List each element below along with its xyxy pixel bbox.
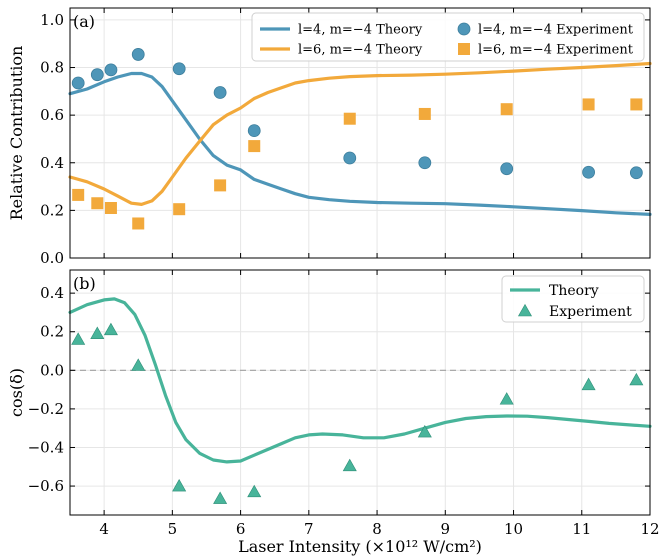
- experiment-point: [247, 124, 261, 138]
- experiment-point: [581, 377, 596, 391]
- panel-a-y-axis-title: Relative Contribution: [7, 46, 26, 221]
- experiment-point: [104, 63, 118, 77]
- x-tick-label: 5: [168, 520, 178, 538]
- experiment-point: [71, 332, 86, 345]
- experiment-point: [500, 162, 514, 176]
- x-tick-label: 6: [236, 520, 246, 538]
- legend-box: [501, 275, 645, 323]
- experiment-point: [172, 478, 187, 492]
- y-tick-label: 0.2: [40, 201, 64, 219]
- experiment-point: [213, 86, 227, 99]
- y-tick-label: 0.6: [40, 106, 64, 124]
- experiment-point: [418, 107, 431, 120]
- experiment-point: [90, 68, 104, 82]
- experiment-point: [342, 458, 357, 472]
- panel-a-legend: l=4, m=−4 Theory l=6, m=−4 Theory l=4, m=−…: [251, 12, 645, 62]
- panel-a-series: [68, 48, 652, 230]
- experiment-point: [90, 326, 105, 339]
- experiment-point: [248, 140, 261, 153]
- legend-label: l=6, m=−4 Experiment: [478, 43, 634, 58]
- panel-b-series: [68, 297, 652, 504]
- panel-b-label: (b): [73, 274, 96, 293]
- experiment-point: [499, 392, 514, 405]
- legend-label: Experiment: [549, 304, 632, 320]
- experiment-point: [417, 424, 432, 438]
- x-tick-label: 11: [572, 520, 591, 538]
- experiment-point: [213, 491, 228, 504]
- experiment-point: [173, 203, 186, 216]
- y-tick-label: 0.0: [40, 361, 64, 379]
- panel-a: 0.0 0.2 0.4 0.6 0.8 1.0 (a) Relative Contribu…: [7, 7, 652, 267]
- experiment-point: [72, 188, 85, 201]
- y-tick-label: 0.4: [40, 154, 64, 172]
- legend-label: l=4, m=−4 Theory: [298, 23, 423, 38]
- x-tick-label: 8: [372, 520, 382, 538]
- experiment-point: [629, 166, 643, 180]
- experiment-point: [247, 484, 262, 498]
- legend-marker-swatch: [458, 43, 470, 55]
- experiment-point: [172, 62, 186, 76]
- x-tick-label: 12: [640, 520, 659, 538]
- y-tick-label: 0.8: [40, 59, 64, 77]
- panel-b-frame: [69, 269, 651, 516]
- experiment-point: [582, 165, 595, 179]
- experiment-point: [629, 372, 644, 386]
- legend-marker-swatch: [517, 303, 533, 317]
- legend-label: l=6, m=−4 Theory: [298, 43, 423, 58]
- experiment-point: [343, 151, 357, 165]
- panel-a-label: (a): [73, 12, 95, 31]
- y-tick-label: 0.4: [40, 284, 64, 302]
- theory-curve: [68, 297, 652, 464]
- x-tick-label: 9: [441, 520, 451, 538]
- experiment-point: [214, 179, 227, 192]
- y-tick-label: −0.6: [28, 477, 64, 495]
- experiment-point: [343, 112, 356, 125]
- experiment-point: [132, 217, 145, 230]
- experiment-point: [103, 322, 118, 336]
- panel-b-legend: Theory Experiment: [501, 275, 645, 323]
- experiment-point: [500, 103, 513, 116]
- y-tick-label: −0.2: [28, 400, 64, 418]
- experiment-point: [91, 197, 104, 210]
- experiment-point: [104, 202, 117, 214]
- legend-box: [251, 12, 645, 62]
- theory-curve: [68, 61, 652, 206]
- x-tick-label: 7: [304, 520, 314, 538]
- x-tick-label: 10: [504, 520, 523, 538]
- experiment-point: [582, 98, 595, 111]
- experiment-point: [131, 48, 145, 61]
- panel-a-frame: [69, 7, 651, 259]
- experiment-point: [131, 358, 146, 371]
- panel-a-ticks: 0.0 0.2 0.4 0.6 0.8 1.0: [40, 8, 651, 267]
- experiment-point: [418, 156, 432, 170]
- experiment-point: [71, 76, 85, 90]
- y-tick-label: 1.0: [40, 11, 64, 29]
- panel-b-ticks: 4 5 6 7 8 9 10 11 12 −0.6 −0.4 −0.2 0.0 0.2 0.4: [28, 270, 659, 538]
- x-axis-title: Laser Intensity (×10¹² W/cm²): [238, 537, 482, 556]
- y-tick-label: 0.0: [40, 249, 64, 267]
- y-tick-label: 0.2: [40, 323, 64, 341]
- panel-b: 4 5 6 7 8 9 10 11 12 −0.6 −0.4 −0.2 0.0 0.2 0.4 (b) co…: [7, 269, 659, 538]
- legend-label: l=4, m=−4 Experiment: [478, 23, 634, 38]
- experiment-point: [630, 98, 643, 111]
- y-tick-label: −0.4: [28, 438, 64, 456]
- theory-curve: [68, 71, 652, 216]
- legend-marker-swatch: [457, 22, 471, 36]
- panel-b-y-axis-title: cos(δ): [7, 368, 26, 417]
- legend-label: Theory: [549, 283, 599, 299]
- x-tick-label: 4: [99, 520, 109, 538]
